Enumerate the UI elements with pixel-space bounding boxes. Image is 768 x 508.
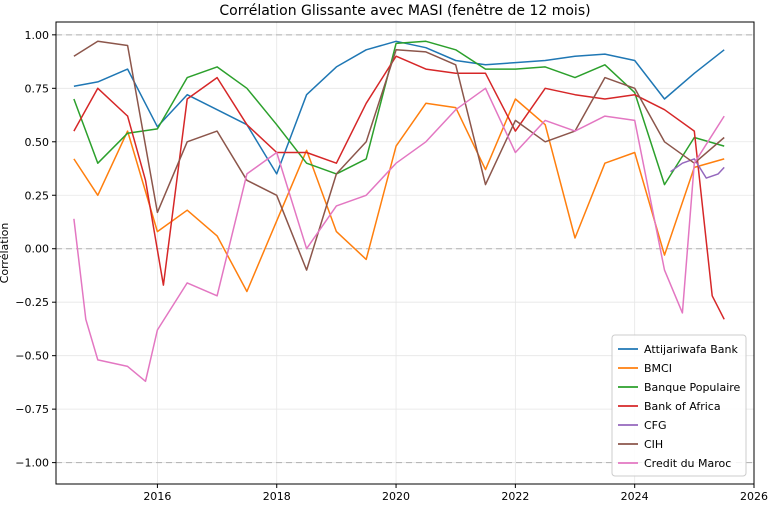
series-line [73,87,725,383]
x-tick-label: 2020 [382,490,410,503]
y-tick-label: −0.75 [15,403,49,416]
legend-label: Bank of Africa [644,400,721,413]
series-line [73,55,725,320]
y-tick-label: 0.00 [25,243,50,256]
x-tick-label: 2016 [143,490,171,503]
legend-box [611,334,747,477]
legend-label: BMCI [644,362,672,375]
series-lines [73,40,725,383]
legend-label: Attijariwafa Bank [644,343,738,356]
y-tick-label: −0.25 [15,296,49,309]
y-tick-label: 0.50 [25,136,50,149]
series-line [73,40,725,175]
x-tick-label: 2022 [501,490,529,503]
chart-title: Corrélation Glissante avec MASI (fenêtre… [219,3,590,19]
y-tick-label: 1.00 [25,29,50,42]
y-axis-label: Corrélation [0,223,11,284]
y-tick-label: −0.50 [15,350,49,363]
plot-frame [55,21,755,485]
x-tick-label: 2026 [740,490,768,503]
x-tick-label: 2018 [263,490,291,503]
y-tick-label: 0.25 [25,189,50,202]
x-tick-label: 2024 [621,490,649,503]
legend-label: Credit du Maroc [644,457,731,470]
series-line [73,40,725,186]
legend-label: CFG [644,419,667,432]
series-line [73,98,725,293]
legend-label: CIH [644,438,663,451]
y-axis-ticks: 1.00 0.75 0.50 0.25 0.00 −0.25 −0.50 −0.75 −1.00 [15,29,56,470]
y-tick-label: 0.75 [25,82,50,95]
legend-label: Banque Populaire [644,381,741,394]
x-axis-ticks: 2016 2018 2020 2022 2024 2026 [143,484,768,503]
series-line [73,40,725,271]
series-line [670,158,725,179]
y-tick-label: −1.00 [15,457,49,470]
legend: Attijariwafa Bank BMCI Banque Populaire Ban… [611,334,747,477]
